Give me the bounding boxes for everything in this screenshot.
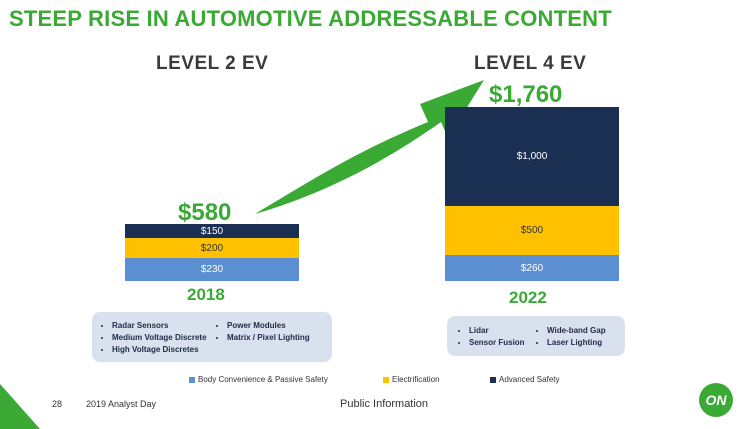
legend-item-body-convenience: Body Convenience & Passive Safety bbox=[189, 375, 328, 384]
legend-item-electrification: Electrification bbox=[383, 375, 440, 384]
legend-label: Body Convenience & Passive Safety bbox=[198, 375, 328, 384]
year-label-2018: 2018 bbox=[187, 285, 225, 304]
feature-item: Matrix / Pixel Lighting bbox=[227, 332, 310, 344]
on-logo: ON bbox=[699, 383, 733, 417]
bar-segment-2022-electrification: $500 bbox=[445, 205, 619, 256]
classification-label: Public Information bbox=[340, 398, 429, 410]
event-name: 2019 Analyst Day bbox=[86, 399, 157, 409]
bar-value-label: $500 bbox=[520, 225, 544, 237]
bar-segment-2018-body-convenience-passive-safety: $230 bbox=[125, 258, 299, 281]
bar-value-label: $200 bbox=[200, 242, 224, 254]
bar-value-label: $230 bbox=[200, 264, 224, 276]
features-2022-box: Lidar Sensor Fusion Wide-band Gap Laser … bbox=[447, 316, 625, 356]
legend-item-advanced-safety: Advanced Safety bbox=[490, 375, 559, 384]
bar-value-label: $150 bbox=[200, 225, 224, 237]
total-2018: $580 bbox=[178, 199, 232, 226]
features-2018-box: Radar Sensors Medium Voltage Discrete Hi… bbox=[92, 312, 332, 362]
legend-swatch bbox=[490, 376, 496, 383]
chart-legend: Body Convenience & Passive Safety Electr… bbox=[0, 375, 742, 387]
corner-triangle-icon bbox=[0, 384, 40, 429]
legend-swatch bbox=[383, 376, 389, 383]
feature-item: Radar Sensors bbox=[112, 320, 207, 332]
bar-segment-2022-advanced-safety: $1,000 bbox=[445, 107, 619, 206]
year-label-2022: 2022 bbox=[509, 288, 547, 307]
feature-item: Sensor Fusion bbox=[469, 337, 525, 349]
page-number: 28 bbox=[52, 399, 63, 409]
bar-segment-2018-advanced-safety: $150 bbox=[125, 223, 299, 239]
legend-label: Electrification bbox=[392, 375, 440, 384]
feature-item: High Voltage Discretes bbox=[112, 344, 207, 356]
legend-swatch bbox=[189, 376, 195, 383]
feature-item: Medium Voltage Discrete bbox=[112, 332, 207, 344]
bar-segment-2022-body-convenience-passive-safety: $260 bbox=[445, 255, 619, 281]
legend-label: Advanced Safety bbox=[499, 375, 560, 384]
slide-title: STEEP RISE IN AUTOMOTIVE ADDRESSABLE CON… bbox=[9, 6, 612, 31]
bar-segment-2018-electrification: $200 bbox=[125, 238, 299, 259]
feature-item: Power Modules bbox=[227, 320, 310, 332]
feature-item: Laser Lighting bbox=[547, 337, 606, 349]
total-2022: $1,760 bbox=[489, 81, 563, 108]
heading-level-2: LEVEL 2 EV bbox=[156, 53, 269, 74]
feature-item: Lidar bbox=[469, 325, 525, 337]
heading-level-4: LEVEL 4 EV bbox=[474, 53, 587, 74]
bar-value-label: $1,000 bbox=[516, 150, 548, 162]
bar-value-label: $260 bbox=[520, 262, 544, 274]
feature-item: Wide-band Gap bbox=[547, 325, 606, 337]
